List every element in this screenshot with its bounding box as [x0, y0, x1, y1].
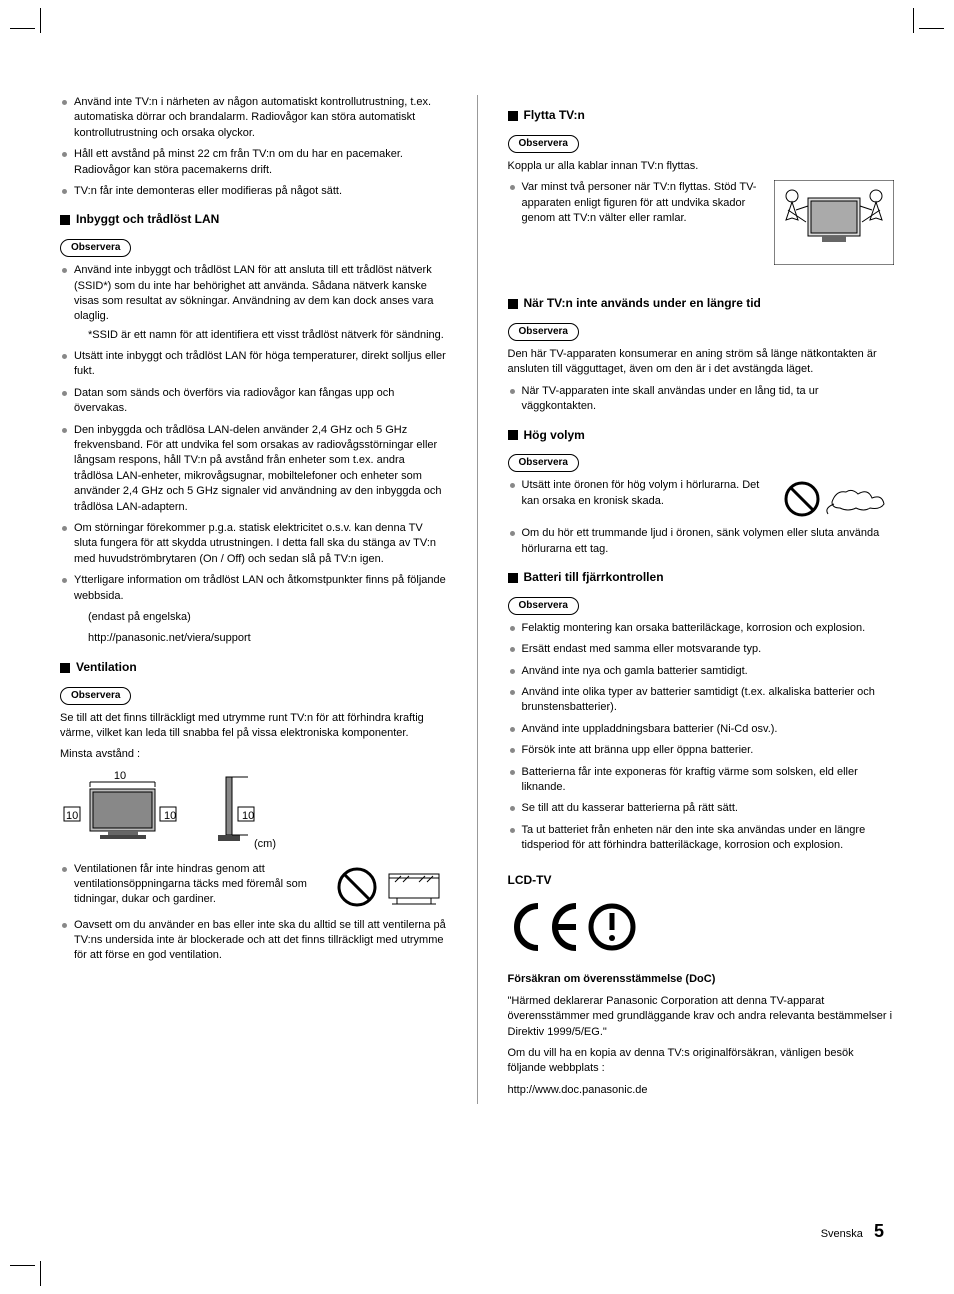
list-item: Batterierna får inte exponeras för kraft…: [508, 765, 895, 796]
tv-front-icon: 10 10 10: [60, 769, 190, 854]
observera-badge: Observera: [60, 239, 131, 257]
ssid-note: *SSID är ett namn för att identifiera et…: [74, 328, 447, 343]
list-item: Försök inte att bränna upp eller öppna b…: [508, 743, 895, 758]
list-item: Ersätt endast med samma eller motsvarand…: [508, 642, 895, 657]
lan-url: http://panasonic.net/viera/support: [74, 631, 447, 646]
section-move-title: Flytta TV:n: [508, 107, 895, 124]
list-item: Ventilationen får inte hindras genom att…: [60, 862, 447, 912]
bullet-text: Utsätt inte öronen för hög volym i hörlu…: [522, 479, 760, 506]
list-item: Ytterligare information om trådlöst LAN …: [60, 573, 447, 647]
list-item: Utsätt inte öronen för hög volym i hörlu…: [508, 478, 895, 520]
list-item: Använd inte nya och gamla batterier samt…: [508, 664, 895, 679]
observera-badge: Observera: [508, 135, 579, 153]
list-item: Felaktig montering kan orsaka batteriläc…: [508, 621, 895, 636]
intro-bullets: Använd inte TV:n i närheten av någon aut…: [60, 95, 447, 199]
unused-intro: Den här TV-apparaten konsumerar en aning…: [508, 347, 895, 378]
lan-bullets: Använd inte inbyggt och trådlöst LAN för…: [60, 263, 447, 647]
doc-p1: "Härmed deklarerar Panasonic Corporation…: [508, 994, 895, 1040]
heading-text: Hög volym: [524, 428, 585, 442]
section-volume-title: Hög volym: [508, 427, 895, 444]
bullet-text: Var minst två personer när TV:n flyttas.…: [522, 181, 757, 224]
two-person-carry-icon: [774, 180, 894, 265]
vent-intro: Se till att det finns tillräckligt med u…: [60, 711, 447, 742]
list-item: Oavsett om du använder en bas eller inte…: [60, 918, 447, 964]
svg-text:10: 10: [242, 810, 254, 822]
battery-bullets: Felaktig montering kan orsaka batteriläc…: [508, 621, 895, 854]
list-item: När TV-apparaten inte skall användas und…: [508, 384, 895, 415]
observera-badge: Observera: [508, 454, 579, 472]
left-column: Använd inte TV:n i närheten av någon aut…: [60, 95, 447, 1104]
section-unused-title: När TV:n inte används under en längre ti…: [508, 295, 895, 312]
doc-p2: Om du vill ha en kopia av denna TV:s ori…: [508, 1046, 895, 1077]
list-item: Använd inte inbyggt och trådlöst LAN för…: [60, 263, 447, 343]
list-item: Använd inte olika typer av batterier sam…: [508, 685, 895, 716]
doc-title: Försäkran om överensstämmelse (DoC): [508, 972, 895, 987]
list-item: Ta ut batteriet från enheten när den int…: [508, 823, 895, 854]
heading-text: Flytta TV:n: [524, 108, 585, 122]
list-item: Använd inte uppladdningsbara batterier (…: [508, 722, 895, 737]
tv-side-icon: 10 (cm): [208, 769, 288, 854]
page-footer: Svenska 5: [821, 1219, 884, 1244]
right-column: Flytta TV:n Observera Koppla ur alla kab…: [508, 95, 895, 1104]
footer-page: 5: [874, 1221, 884, 1241]
lcd-tv-label: LCD-TV: [508, 872, 895, 889]
vent-min-dist: Minsta avstånd :: [60, 747, 447, 762]
heading-text: Inbyggt och trådlöst LAN: [76, 212, 219, 226]
list-item: Om du hör ett trummande ljud i öronen, s…: [508, 526, 895, 557]
svg-text:10: 10: [66, 810, 78, 822]
no-headphone-icon: [784, 478, 894, 520]
observera-badge: Observera: [60, 687, 131, 705]
list-item: Håll ett avstånd på minst 22 cm från TV:…: [60, 147, 447, 178]
footer-lang: Svenska: [821, 1228, 863, 1240]
svg-text:10: 10: [164, 810, 176, 822]
observera-badge: Observera: [508, 323, 579, 341]
no-cover-icon: [337, 862, 447, 912]
column-divider: [477, 95, 478, 1104]
svg-text:(cm): (cm): [254, 838, 276, 850]
list-item: Se till att du kasserar batterierna på r…: [508, 801, 895, 816]
ventilation-diagram: 10 10 10 10 (cm): [60, 769, 447, 854]
heading-text: När TV:n inte används under en längre ti…: [524, 296, 761, 310]
list-item: Datan som sänds och överförs via radiovå…: [60, 386, 447, 417]
bullet-text: Ytterligare information om trådlöst LAN …: [74, 574, 446, 601]
ce-mark-icon: [508, 900, 895, 954]
vent-bullets: Ventilationen får inte hindras genom att…: [60, 862, 447, 964]
observera-badge: Observera: [508, 597, 579, 615]
move-intro: Koppla ur alla kablar innan TV:n flyttas…: [508, 159, 895, 174]
section-battery-title: Batteri till fjärrkontrollen: [508, 569, 895, 586]
list-item: Om störningar förekommer p.g.a. statisk …: [60, 521, 447, 567]
section-lan-title: Inbyggt och trådlöst LAN: [60, 211, 447, 228]
list-item: TV:n får inte demonteras eller modifiera…: [60, 184, 447, 199]
heading-text: Ventilation: [76, 660, 137, 674]
list-item: Den inbyggda och trådlösa LAN-delen anvä…: [60, 423, 447, 515]
doc-url: http://www.doc.panasonic.de: [508, 1083, 895, 1098]
bullet-text: Använd inte inbyggt och trådlöst LAN för…: [74, 264, 434, 322]
volume-bullets: Utsätt inte öronen för hög volym i hörlu…: [508, 478, 895, 557]
section-vent-title: Ventilation: [60, 659, 447, 676]
bullet-text: Ventilationen får inte hindras genom att…: [74, 863, 307, 906]
list-item: Var minst två personer när TV:n flyttas.…: [508, 180, 895, 265]
heading-text: Batteri till fjärrkontrollen: [524, 570, 664, 584]
page-columns: Använd inte TV:n i närheten av någon aut…: [60, 95, 894, 1104]
svg-text:10: 10: [114, 770, 126, 782]
list-item: Utsätt inte inbyggt och trådlöst LAN för…: [60, 349, 447, 380]
move-bullets: Var minst två personer när TV:n flyttas.…: [508, 180, 895, 265]
unused-bullets: När TV-apparaten inte skall användas und…: [508, 384, 895, 415]
lan-sub-en: (endast på engelska): [74, 610, 447, 625]
list-item: Använd inte TV:n i närheten av någon aut…: [60, 95, 447, 141]
